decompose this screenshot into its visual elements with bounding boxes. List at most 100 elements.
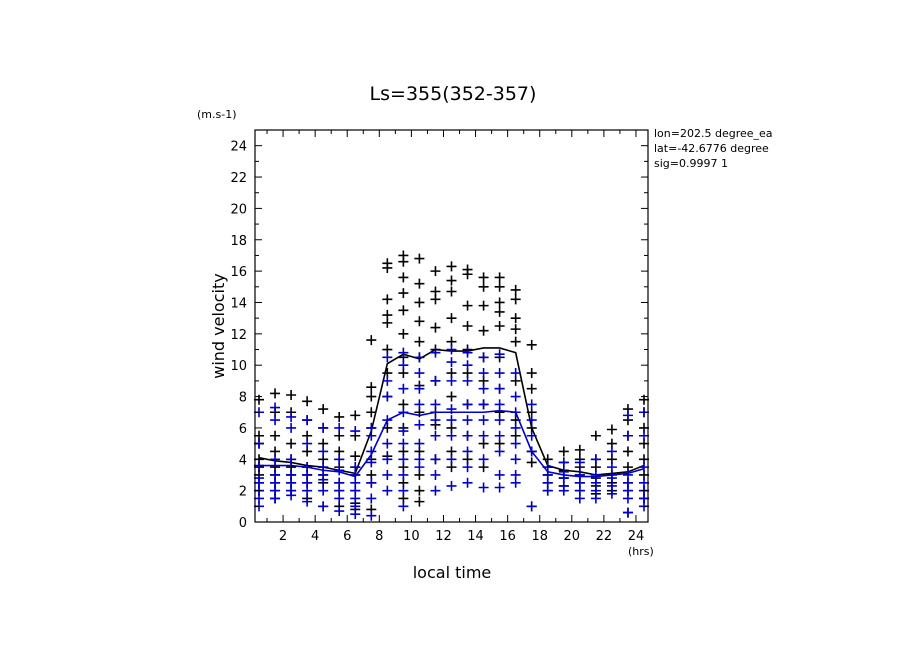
y-tick-label: 8 [239, 391, 247, 406]
data-point [430, 454, 441, 465]
data-point [510, 438, 521, 449]
data-point [270, 402, 281, 413]
x-tick-label: 4 [311, 529, 319, 544]
data-point [382, 454, 393, 465]
data-point [478, 399, 489, 410]
data-point [478, 482, 489, 493]
data-point [318, 446, 329, 457]
data-point [318, 422, 329, 433]
data-point [414, 485, 425, 496]
data-point [462, 446, 473, 457]
data-point [414, 438, 425, 449]
data-point [302, 438, 313, 449]
data-point [494, 306, 505, 317]
y-tick-label: 4 [239, 453, 247, 468]
data-point [510, 454, 521, 465]
data-point [366, 335, 377, 346]
x-tick-label: 8 [375, 529, 383, 544]
data-point [510, 368, 521, 379]
x-tick-label: 10 [403, 529, 420, 544]
data-point [382, 294, 393, 305]
data-point [478, 383, 489, 394]
y-tick-label: 10 [230, 359, 247, 374]
data-point [510, 313, 521, 324]
data-point [622, 410, 633, 421]
y-axis-title: wind velocity [209, 273, 228, 378]
data-point [286, 422, 297, 433]
data-point [478, 300, 489, 311]
data-point [462, 462, 473, 473]
data-point [366, 430, 377, 441]
data-point [494, 383, 505, 394]
data-point [526, 339, 537, 350]
data-point [350, 509, 361, 520]
data-point [398, 288, 409, 299]
data-point [462, 477, 473, 488]
data-point [318, 485, 329, 496]
data-point [414, 383, 425, 394]
data-point [478, 454, 489, 465]
data-point [286, 389, 297, 400]
data-point [478, 368, 489, 379]
data-point [398, 272, 409, 283]
data-point [446, 375, 457, 386]
data-point [318, 501, 329, 512]
y-tick-label: 2 [239, 485, 247, 500]
data-point [446, 480, 457, 491]
data-point [446, 275, 457, 286]
data-point [382, 469, 393, 480]
data-point [446, 454, 457, 465]
data-point [398, 485, 409, 496]
chart-title: Ls=355(352-357) [370, 83, 537, 105]
data-point [414, 297, 425, 308]
data-point [350, 451, 361, 462]
data-point [606, 446, 617, 457]
data-point [494, 446, 505, 457]
data-point [494, 272, 505, 283]
data-point [462, 269, 473, 280]
data-point [494, 281, 505, 292]
data-point [334, 506, 345, 517]
data-point [494, 297, 505, 308]
data-point [622, 430, 633, 441]
data-point [414, 352, 425, 363]
data-point [590, 493, 601, 504]
data-point [270, 388, 281, 399]
data-point [638, 462, 649, 473]
data-point [478, 325, 489, 336]
data-point [414, 336, 425, 347]
x-tick-label: 6 [343, 529, 351, 544]
y-tick-label: 18 [230, 234, 247, 249]
data-point [446, 430, 457, 441]
data-point [414, 253, 425, 264]
data-point [302, 485, 313, 496]
data-point [398, 328, 409, 339]
data-point [494, 368, 505, 379]
data-point [382, 375, 393, 386]
data-point [334, 454, 345, 465]
data-point [462, 347, 473, 358]
data-point [638, 430, 649, 441]
data-point [334, 465, 345, 476]
data-point [414, 399, 425, 410]
data-point [446, 357, 457, 368]
data-point [430, 430, 441, 441]
data-point [302, 415, 313, 426]
data-point [590, 454, 601, 465]
y-tick-label: 20 [230, 202, 247, 217]
data-point [318, 474, 329, 485]
data-point [446, 313, 457, 324]
data-point [270, 430, 281, 441]
data-point [382, 391, 393, 402]
data-point [446, 286, 457, 297]
data-point [478, 281, 489, 292]
data-point [622, 493, 633, 504]
data-point [446, 415, 457, 426]
x-axis-title: local time [413, 563, 492, 582]
data-point [622, 446, 633, 457]
data-point [382, 317, 393, 328]
data-point [430, 322, 441, 333]
data-point [350, 410, 361, 421]
data-point [270, 415, 281, 426]
data-point [462, 415, 473, 426]
